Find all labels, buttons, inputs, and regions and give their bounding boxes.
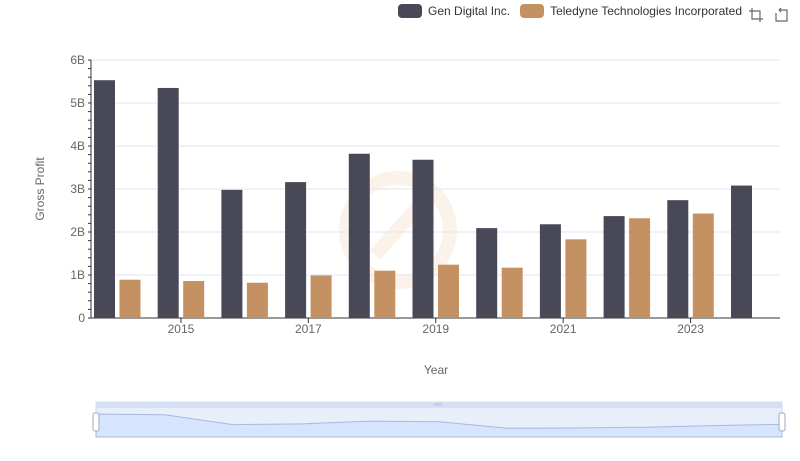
bar-teledyne-2016[interactable] bbox=[246, 282, 268, 318]
bar-teledyne-2020[interactable] bbox=[501, 267, 523, 318]
y-tick-label: 4B bbox=[70, 139, 85, 153]
bar-gen-digital-2016[interactable] bbox=[221, 189, 243, 318]
bar-teledyne-2015[interactable] bbox=[183, 281, 205, 318]
y-tick-label: 5B bbox=[70, 96, 85, 110]
bar-teledyne-2022[interactable] bbox=[629, 218, 651, 318]
bar-gen-digital-2017[interactable] bbox=[285, 182, 307, 318]
y-tick-label: 6B bbox=[70, 53, 85, 67]
legend-swatch-teledyne bbox=[520, 4, 545, 18]
bar-gen-digital-2020[interactable] bbox=[476, 228, 498, 318]
bar-gen-digital-2019[interactable] bbox=[412, 159, 434, 318]
data-zoom-slider[interactable] bbox=[92, 401, 786, 438]
y-tick-label: 1B bbox=[70, 268, 85, 282]
x-tick-label: 2017 bbox=[295, 322, 322, 336]
bar-gen-digital-2022[interactable] bbox=[603, 216, 625, 318]
slider-handle-left[interactable] bbox=[92, 412, 100, 432]
zoom-select-icon[interactable] bbox=[748, 7, 764, 23]
x-axis-label: Year bbox=[424, 363, 448, 377]
bar-teledyne-2018[interactable] bbox=[374, 270, 396, 318]
slider-grip[interactable] bbox=[434, 403, 442, 406]
restore-icon[interactable] bbox=[773, 7, 789, 23]
bar-gen-digital-2021[interactable] bbox=[539, 224, 561, 318]
y-tick-label: 2B bbox=[70, 225, 85, 239]
legend-item-teledyne[interactable]: Teledyne Technologies Incorporated bbox=[520, 4, 742, 18]
bar-gen-digital-2024[interactable] bbox=[731, 185, 752, 318]
bar-gen-digital-2018[interactable] bbox=[348, 153, 370, 318]
bar-teledyne-2017[interactable] bbox=[310, 275, 332, 318]
y-tick-label: 0 bbox=[78, 311, 85, 325]
legend-label-gen-digital: Gen Digital Inc. bbox=[428, 4, 511, 18]
legend: Gen Digital Inc. Teledyne Technologies I… bbox=[388, 4, 742, 18]
slider-preview-area bbox=[95, 413, 783, 438]
x-tick-label: 2021 bbox=[550, 322, 577, 336]
legend-item-gen-digital[interactable]: Gen Digital Inc. bbox=[398, 4, 510, 18]
bar-teledyne-2019[interactable] bbox=[438, 264, 459, 318]
slider-handle-right[interactable] bbox=[778, 412, 786, 432]
x-tick-label: 2015 bbox=[168, 322, 195, 336]
bar-teledyne-2023[interactable] bbox=[692, 213, 714, 318]
bar-gen-digital-2015[interactable] bbox=[157, 87, 179, 318]
x-tick-label: 2019 bbox=[422, 322, 449, 336]
y-axis-label: Gross Profit bbox=[33, 157, 47, 221]
y-tick-label: 3B bbox=[70, 182, 85, 196]
bar-teledyne-2021[interactable] bbox=[565, 239, 587, 318]
legend-swatch-gen-digital bbox=[398, 4, 423, 18]
bar-gen-digital-2023[interactable] bbox=[667, 200, 689, 318]
bar-teledyne-2014[interactable] bbox=[119, 279, 141, 318]
x-tick-label: 2023 bbox=[677, 322, 704, 336]
legend-label-teledyne: Teledyne Technologies Incorporated bbox=[550, 4, 742, 18]
bar-gen-digital-2014[interactable] bbox=[94, 80, 115, 319]
